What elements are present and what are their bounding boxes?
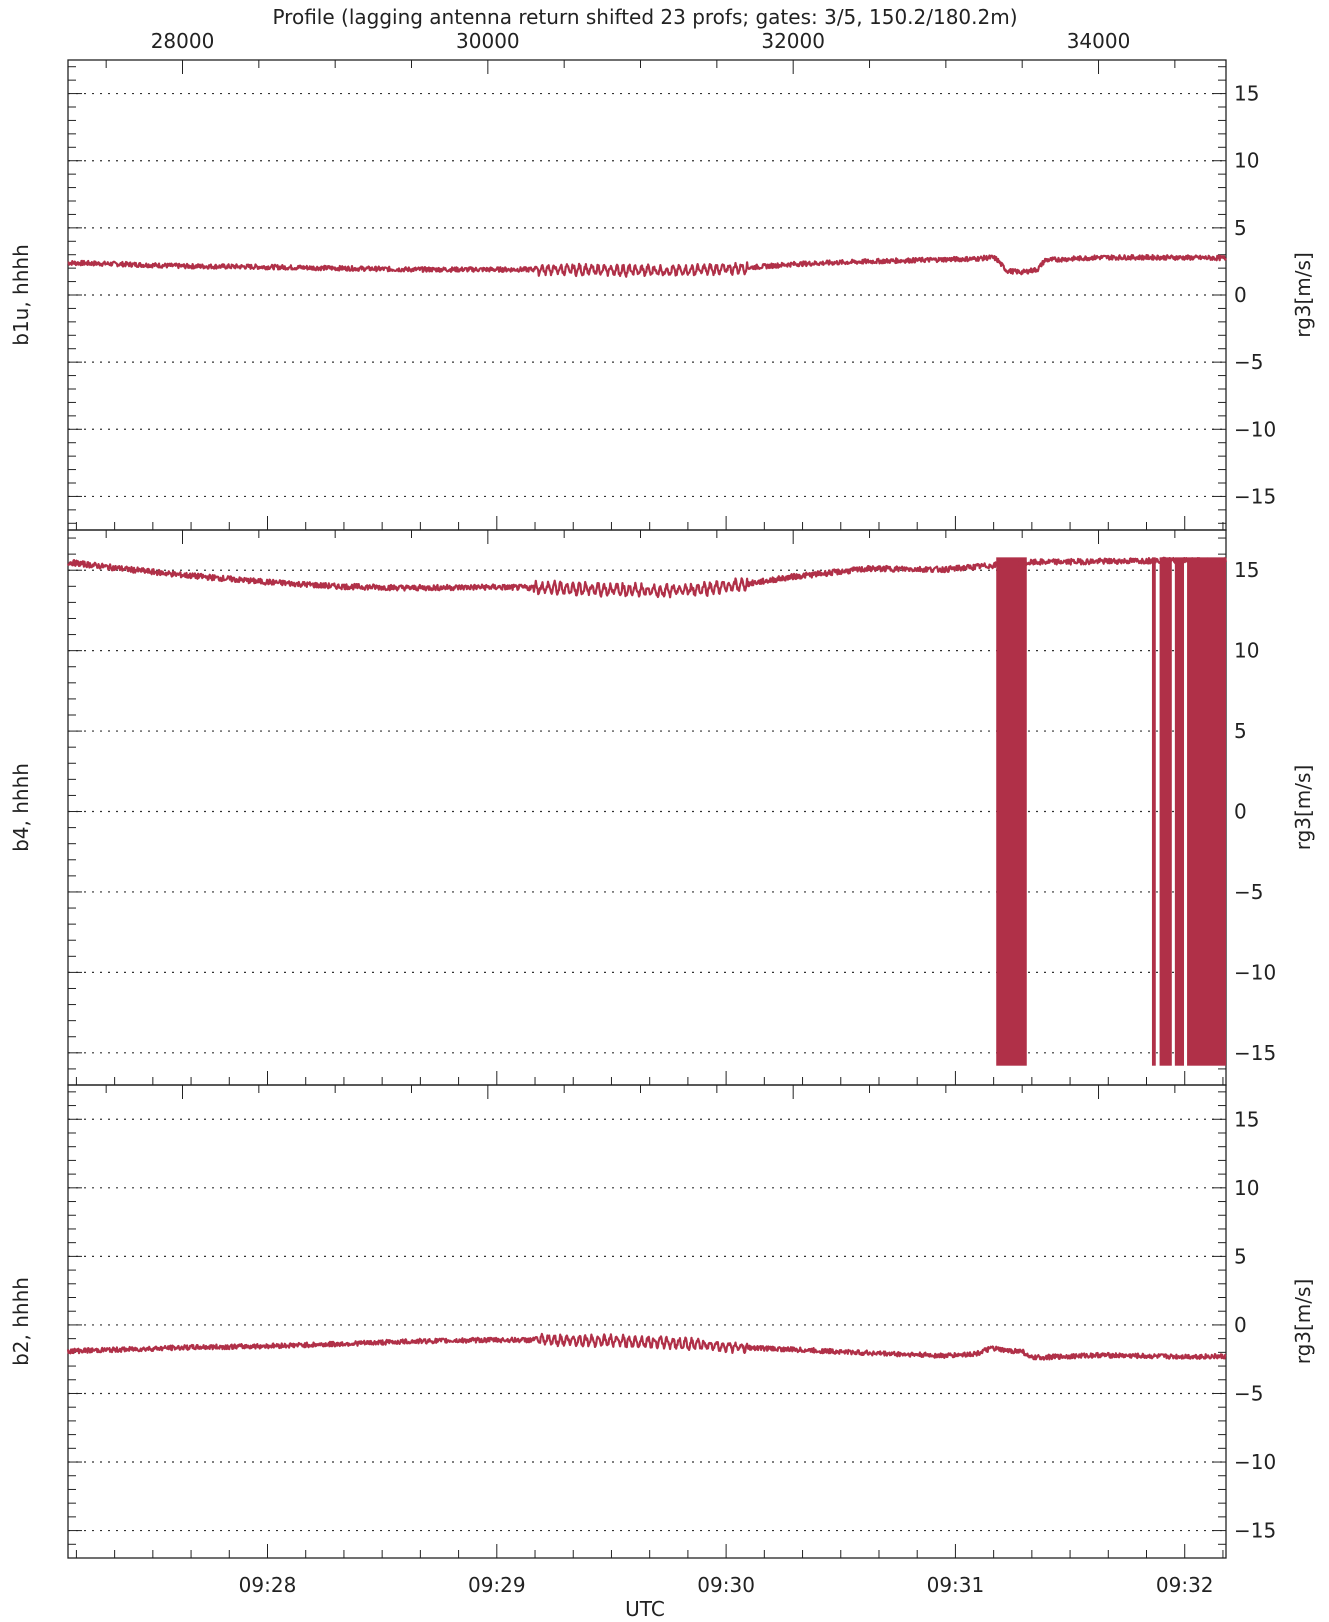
chart-title: Profile (lagging antenna return shifted … [272, 5, 1017, 29]
y-axis-unit-label: rg3[m/s] [1291, 252, 1315, 338]
y-tick-label: 15 [1234, 1107, 1259, 1131]
panel-frame [67, 1084, 1227, 1559]
panel-2: 15 10 5 0 −5 −10 −15 b4, hhhh rg3[m/s] [9, 529, 1315, 1086]
aliased-band [1159, 557, 1172, 1066]
y-tick-label: −15 [1234, 484, 1276, 508]
y-axis-unit-label: rg3[m/s] [1291, 1279, 1315, 1365]
series-line [67, 254, 1227, 278]
y-tick-label: −15 [1234, 1519, 1276, 1543]
panel-3: 15 10 5 0 −5 −10 −15 b2, hhhh rg3[m/s] [9, 1084, 1315, 1559]
bottom-axis-tick-label: 09:29 [468, 1573, 526, 1597]
y-tick-label: −10 [1234, 417, 1276, 441]
series-line [67, 556, 1227, 599]
aliased-band [996, 557, 1027, 1066]
y-tick-label: 15 [1234, 558, 1259, 582]
y-tick-label: 5 [1234, 216, 1247, 240]
chart-panels: 15 10 5 0 −5 −10 −15 b1u, hhhh rg3[m/s] 15 10 5 0 −5 −… [9, 29, 1315, 1597]
y-tick-label: 0 [1234, 1313, 1247, 1337]
top-axis-tick-label: 30000 [456, 29, 520, 53]
y-axis-label: b4, hhhh [9, 763, 33, 852]
y-tick-label: −10 [1234, 960, 1276, 984]
y-tick-label: −5 [1234, 1381, 1263, 1405]
y-tick-label: 0 [1234, 800, 1247, 824]
series-line [66, 1332, 1227, 1361]
y-tick-label: 10 [1234, 639, 1259, 663]
bottom-axis-tick-label: 09:31 [927, 1573, 985, 1597]
top-axis-tick-label: 28000 [151, 29, 215, 53]
panel-1: 15 10 5 0 −5 −10 −15 b1u, hhhh rg3[m/s] [9, 59, 1315, 531]
aliased-band [1151, 557, 1156, 1066]
top-axis-tick-label: 32000 [761, 29, 825, 53]
aliased-band [1187, 557, 1226, 1066]
top-axis-tick-label: 34000 [1067, 29, 1131, 53]
y-tick-label: −5 [1234, 880, 1263, 904]
y-tick-label: 0 [1234, 283, 1247, 307]
bottom-axis-tick-label: 09:30 [697, 1573, 755, 1597]
x-axis-label: UTC [625, 1597, 665, 1621]
y-tick-label: 5 [1234, 719, 1247, 743]
y-axis-label: b2, hhhh [9, 1277, 33, 1366]
aliased-band [1174, 557, 1185, 1066]
panel-frame [67, 529, 1227, 1086]
y-tick-label: −10 [1234, 1450, 1276, 1474]
y-axis-label: b1u, hhhh [9, 244, 33, 346]
bottom-axis-tick-label: 09:32 [1156, 1573, 1214, 1597]
bottom-axis-tick-label: 09:28 [239, 1573, 297, 1597]
y-tick-label: −15 [1234, 1041, 1276, 1065]
y-tick-label: 5 [1234, 1244, 1247, 1268]
y-axis-unit-label: rg3[m/s] [1291, 765, 1315, 851]
y-tick-label: 15 [1234, 82, 1259, 106]
y-tick-label: −5 [1234, 350, 1263, 374]
y-tick-label: 10 [1234, 149, 1259, 173]
y-tick-label: 10 [1234, 1176, 1259, 1200]
